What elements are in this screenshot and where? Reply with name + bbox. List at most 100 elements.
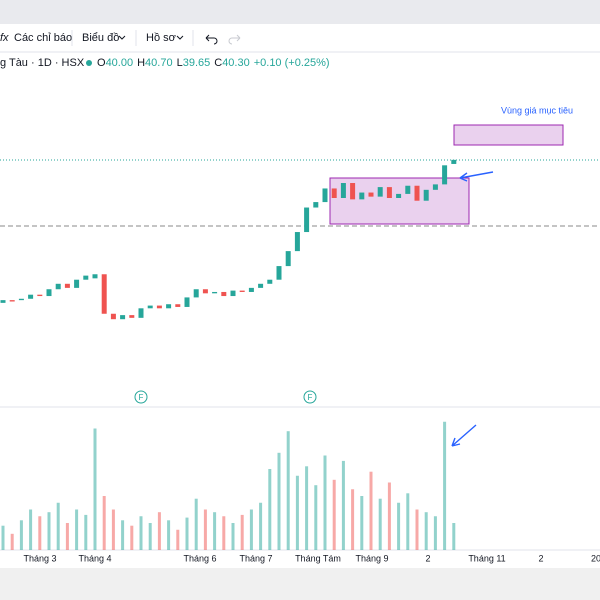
candle-body	[83, 275, 89, 280]
candle-body	[396, 193, 402, 198]
candle-body	[239, 290, 245, 292]
volume-bar	[56, 502, 60, 550]
volume-bar	[148, 523, 152, 550]
chevron	[118, 35, 126, 40]
volume-bar	[213, 512, 217, 550]
candle-body	[129, 315, 135, 318]
symbol-label: g Tàu · 1D · HSX	[0, 57, 85, 69]
candle-body	[276, 266, 282, 280]
volume-bar	[102, 496, 106, 550]
legend-open-label: O	[97, 57, 106, 69]
arrow	[459, 171, 494, 182]
volume-bar	[176, 529, 180, 550]
candle-body	[37, 294, 43, 297]
volume-bar	[19, 520, 23, 550]
x-tick-label: Tháng 9	[355, 553, 388, 563]
volume-bar	[259, 502, 263, 550]
undo-button[interactable]	[205, 34, 218, 45]
target-box	[453, 124, 564, 146]
candle-body	[350, 183, 356, 200]
volume-bar	[240, 514, 244, 550]
candle-body	[175, 304, 181, 307]
candle-body	[230, 290, 236, 297]
x-tick-label: Tháng 3	[23, 553, 56, 563]
volume-bar	[443, 421, 447, 550]
x-tick-label: Tháng 11	[468, 553, 505, 563]
candle-body	[432, 184, 438, 190]
volume-bar	[231, 523, 235, 550]
volume-bar	[157, 512, 161, 550]
volume-bar	[38, 516, 42, 550]
toolbar	[0, 24, 600, 52]
event-marker[interactable]	[134, 390, 148, 404]
fx-icon[interactable]: fx	[0, 32, 9, 44]
candle-body	[267, 279, 273, 284]
candle-body	[258, 283, 264, 288]
legend-change: +0.10 (+0.25%)	[254, 57, 330, 69]
volume-bar	[65, 523, 69, 550]
volume-bar	[406, 493, 410, 550]
volume-bar	[332, 479, 336, 550]
candle-body	[423, 189, 429, 201]
x-tick-label: 2	[538, 553, 543, 563]
legend-low-label: L	[177, 57, 183, 69]
volume-bar	[397, 502, 401, 550]
volume-bar	[360, 496, 364, 550]
volume-bar	[286, 431, 290, 550]
volume-bar	[452, 523, 456, 550]
event-marker[interactable]	[303, 390, 317, 404]
candle-body	[294, 232, 300, 252]
legend-close-label: C	[214, 57, 222, 69]
legend-high: 40.70	[145, 57, 173, 69]
candle-body	[386, 187, 392, 198]
volume-bar	[323, 455, 327, 550]
legend-low: 39.65	[183, 57, 211, 69]
candle-body	[46, 289, 52, 297]
legend-open: 40.00	[106, 57, 134, 69]
volume-bar	[249, 509, 253, 550]
x-tick-label: Tháng 6	[183, 553, 216, 563]
volume-bar	[433, 516, 437, 550]
event-label: F	[139, 393, 144, 402]
legend-close: 40.30	[222, 57, 250, 69]
status-dot	[86, 60, 92, 66]
candle-body	[74, 279, 80, 288]
candle-body	[120, 315, 126, 320]
volume-bar	[222, 516, 226, 550]
x-tick-label: 2	[425, 553, 430, 563]
candle-body	[184, 297, 190, 307]
volume-bar	[84, 514, 88, 550]
candle-body	[359, 192, 365, 200]
candle-body	[322, 188, 328, 203]
volume-bar	[415, 509, 419, 550]
volume-bar	[194, 498, 198, 550]
candle-body	[156, 305, 162, 309]
profile-menu[interactable]: Hồ sơ	[146, 32, 176, 44]
candle-body	[193, 289, 199, 298]
candle-body	[55, 283, 61, 290]
candle-body	[28, 294, 34, 299]
candle-body	[442, 165, 448, 185]
candle-body	[9, 300, 15, 302]
volume-bar	[305, 466, 309, 550]
candle-body	[340, 183, 346, 198]
volume-bar	[341, 460, 345, 550]
candle-body	[221, 291, 227, 297]
volume-bar	[369, 471, 373, 550]
indicators-button[interactable]: Các chỉ báo	[14, 32, 72, 44]
volume-bar	[351, 489, 355, 550]
volume-bar	[47, 512, 51, 550]
redo-button[interactable]	[228, 34, 241, 45]
candle-body	[368, 192, 374, 197]
volume-bar	[130, 525, 134, 550]
x-tick-label: Tháng Tám	[295, 553, 341, 563]
x-tick-label: Tháng 4	[78, 553, 111, 563]
target-label: Vùng giá mục tiêu	[501, 105, 573, 115]
ohlc-legend: O40.00 H40.70 L39.65 C40.30 +0.10 (+0.25%)	[97, 57, 330, 69]
candle-body	[110, 313, 116, 320]
bottom-bar	[0, 568, 600, 600]
candle-body	[166, 304, 172, 309]
candle-body	[101, 274, 107, 314]
chart-menu[interactable]: Biểu đồ	[82, 32, 119, 44]
